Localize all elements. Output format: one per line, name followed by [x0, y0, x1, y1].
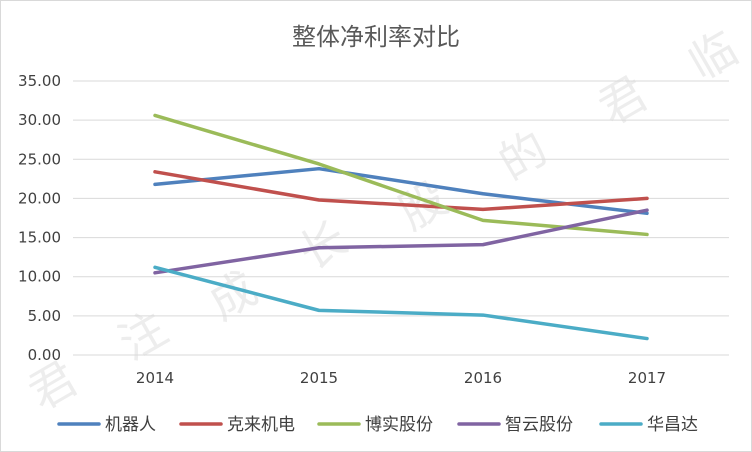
chart-title: 整体净利率对比 — [292, 23, 460, 51]
data-point — [481, 218, 485, 222]
watermark-char: 临 — [680, 21, 747, 91]
data-point — [645, 232, 649, 236]
series-line-博实股份 — [153, 113, 649, 237]
data-point — [153, 170, 157, 174]
x-tick-label: 2016 — [464, 369, 502, 387]
watermark-char: 君 — [590, 66, 657, 136]
y-tick-label: 25.00 — [18, 150, 61, 168]
x-tick-label: 2017 — [628, 369, 666, 387]
series-line-智云股份 — [153, 208, 649, 275]
legend-label: 华昌达 — [647, 415, 698, 435]
data-point — [481, 207, 485, 211]
legend-label: 博实股份 — [365, 415, 433, 435]
legend-label: 机器人 — [105, 415, 156, 435]
data-point — [317, 198, 321, 202]
data-point — [481, 192, 485, 196]
legend-label: 智云股份 — [505, 415, 573, 435]
y-tick-label: 20.00 — [18, 189, 61, 207]
data-point — [153, 271, 157, 275]
data-point — [317, 162, 321, 166]
data-point — [317, 246, 321, 250]
y-tick-label: 15.00 — [18, 229, 61, 247]
data-point — [645, 211, 649, 215]
x-tick-label: 2015 — [300, 369, 338, 387]
legend-item: 智云股份 — [457, 415, 573, 435]
y-tick-label: 5.00 — [28, 307, 61, 325]
legend-item: 博实股份 — [317, 415, 433, 435]
y-tick-label: 30.00 — [18, 111, 61, 129]
y-tick-label: 10.00 — [18, 268, 61, 286]
legend-item: 机器人 — [57, 415, 156, 435]
watermark-char: 的 — [490, 121, 557, 191]
legend-item: 克来机电 — [179, 415, 295, 435]
data-point — [645, 196, 649, 200]
data-point — [153, 182, 157, 186]
y-tick-label: 0.00 — [28, 346, 61, 364]
data-point — [481, 243, 485, 247]
x-tick-label: 2014 — [136, 369, 174, 387]
legend-label: 克来机电 — [227, 415, 295, 435]
data-point — [645, 337, 649, 341]
watermark-char: 注 — [110, 301, 177, 371]
series-line-克来机电 — [153, 170, 649, 212]
data-point — [153, 113, 157, 117]
data-point — [317, 167, 321, 171]
data-point — [645, 208, 649, 212]
legend-item: 华昌达 — [599, 415, 698, 435]
series-line-华昌达 — [153, 265, 649, 341]
y-tick-label: 35.00 — [18, 72, 61, 90]
data-point — [481, 313, 485, 317]
data-point — [153, 265, 157, 269]
data-point — [317, 308, 321, 312]
